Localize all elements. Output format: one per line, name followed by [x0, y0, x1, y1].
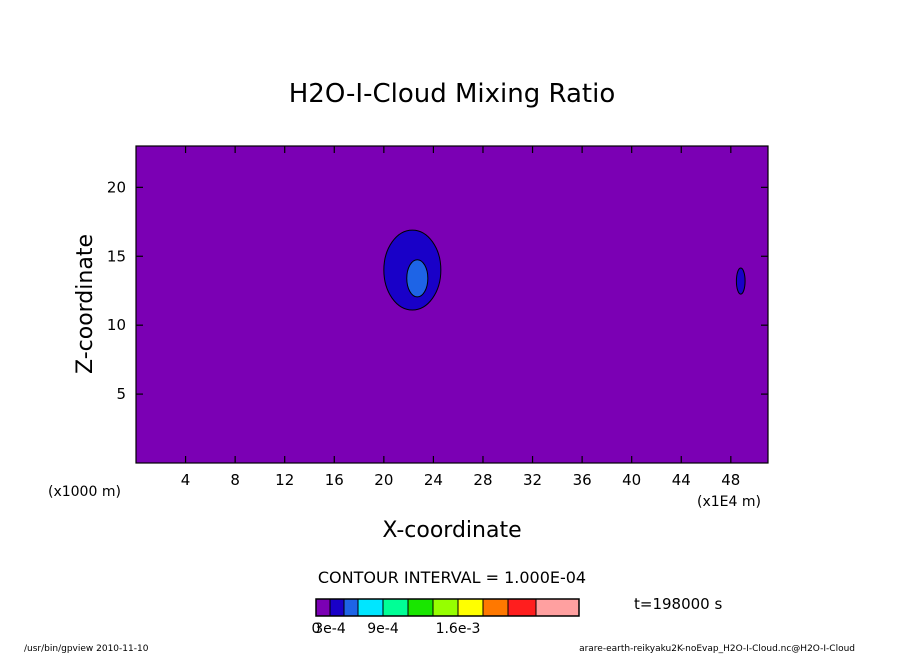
x-tick-label: 32 — [523, 471, 542, 489]
x-tick-label: 4 — [181, 471, 191, 489]
colorbar-cell-7 — [457, 598, 484, 617]
colorbar — [315, 598, 580, 617]
x-tick-label: 40 — [622, 471, 641, 489]
x-tick-label: 48 — [721, 471, 740, 489]
x-axis-label: X-coordinate — [382, 518, 521, 543]
contour-regions — [383, 229, 746, 311]
colorbar-cell-3 — [357, 598, 384, 617]
x-tick-label: 24 — [424, 471, 443, 489]
contour-region-2 — [735, 267, 746, 295]
x-tick-label: 12 — [275, 471, 294, 489]
x-tick-label: 36 — [573, 471, 592, 489]
x-unit-left: (x1000 m) — [48, 484, 121, 500]
colorbar-label: 3e-4 — [314, 621, 346, 637]
colorbar-cell-2 — [343, 598, 359, 617]
axis-ticks — [136, 146, 768, 463]
colorbar-cell-6 — [432, 598, 459, 617]
colorbar-cell-10 — [535, 598, 580, 617]
footer-right: arare-earth-reikyaku2K-noEvap_H2O-I-Clou… — [579, 644, 855, 654]
y-tick-labels: 5 10 15 20 — [107, 178, 126, 403]
time-label: t=198000 s — [634, 595, 722, 613]
colorbar-label: 1.6e-3 — [436, 621, 481, 637]
x-tick-label: 44 — [672, 471, 691, 489]
colorbar-label: 9e-4 — [367, 621, 399, 637]
colorbar-frame — [315, 598, 580, 617]
colorbar-label: 0 — [312, 621, 321, 637]
y-tick-label: 15 — [107, 247, 126, 265]
x-tick-label: 20 — [374, 471, 393, 489]
x-tick-label: 28 — [473, 471, 492, 489]
x-tick-label: 8 — [230, 471, 240, 489]
y-tick-label: 5 — [116, 385, 126, 403]
colorbar-labels: 03e-4 9e-4 1.6e-3 — [312, 621, 481, 637]
x-unit-right: (x1E4 m) — [697, 494, 761, 510]
contour-interval: CONTOUR INTERVAL = 1.000E-04 — [318, 568, 586, 587]
y-axis-label: Z-coordinate — [73, 234, 98, 374]
y-tick-label: 10 — [107, 316, 126, 334]
x-tick-labels: 4 8 12 16 20 24 28 32 36 40 44 48 — [181, 471, 741, 489]
colorbar-cell-5 — [407, 598, 434, 617]
x-tick-label: 16 — [325, 471, 344, 489]
colorbar-cell-4 — [382, 598, 409, 617]
colorbar-cell-8 — [482, 598, 509, 617]
plot-area — [135, 145, 769, 464]
chart-title: H2O-I-Cloud Mixing Ratio — [289, 79, 616, 109]
colorbar-cell-9 — [507, 598, 537, 617]
colorbar-cell-0 — [315, 598, 331, 617]
contour-region-1 — [406, 259, 429, 298]
colorbar-cell-1 — [329, 598, 345, 617]
footer-left: /usr/bin/gpview 2010-11-10 — [24, 644, 149, 654]
y-tick-label: 20 — [107, 178, 126, 196]
